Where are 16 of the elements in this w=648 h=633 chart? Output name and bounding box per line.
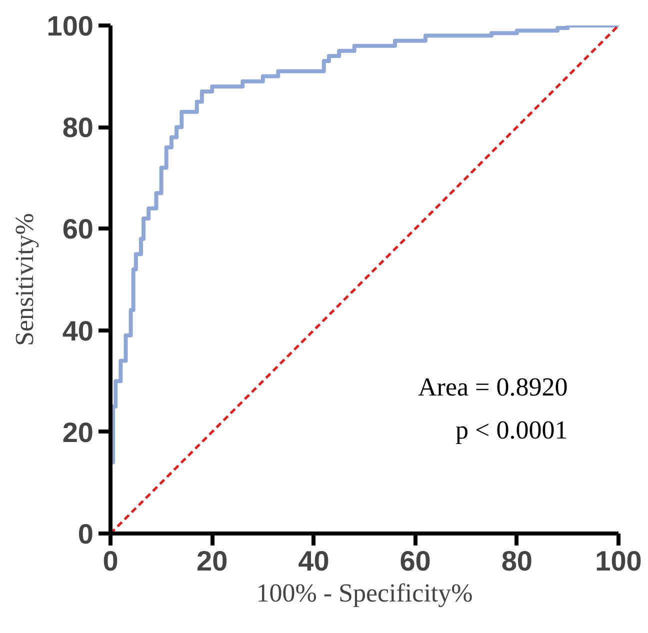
y-tick-label: 60	[62, 214, 94, 245]
x-tick-label: 100	[595, 546, 642, 576]
y-tick-label: 20	[62, 416, 94, 448]
y-tick-label: 0	[78, 518, 94, 550]
x-tick-label: 0	[102, 546, 118, 576]
x-tick-label: 20	[196, 546, 228, 576]
y-axis-title: Sensitivity%	[10, 213, 39, 346]
x-tick-label: 40	[298, 546, 330, 576]
y-tick-label: 100	[46, 10, 94, 42]
x-tick-label: 60	[400, 546, 431, 576]
annotation: p < 0.0001	[456, 416, 568, 445]
x-axis-title: 100% - Specificity%	[256, 578, 473, 608]
y-tick-label: 40	[62, 315, 94, 346]
x-tick-label: 80	[501, 546, 532, 576]
annotation: Area = 0.8920	[418, 372, 568, 402]
y-tick-label: 80	[62, 112, 94, 144]
